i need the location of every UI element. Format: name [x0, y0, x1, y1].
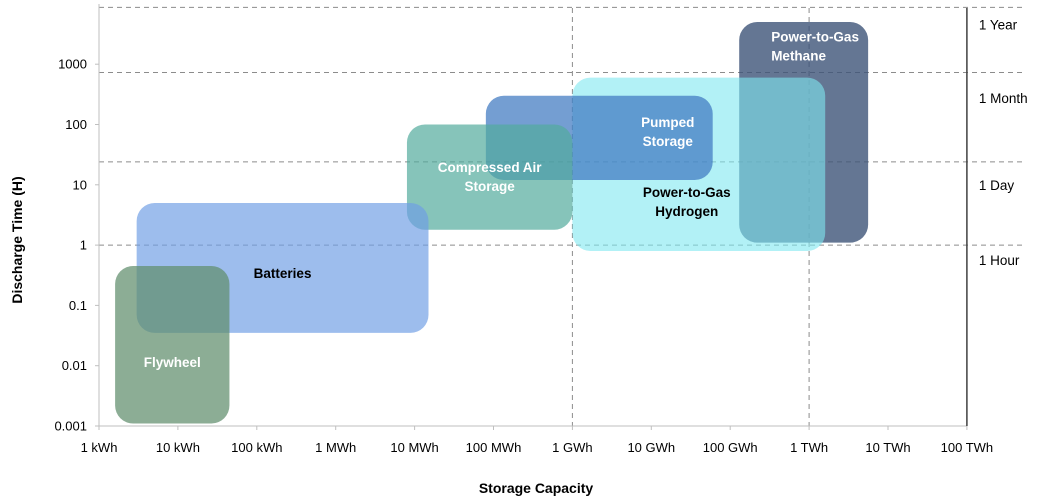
duration-label: 1 Hour — [979, 253, 1020, 268]
x-tick-label: 100 kWh — [231, 440, 282, 455]
label-power-to-gas-hydrogen: Power-to-Gas Hydrogen — [643, 185, 731, 219]
y-axis-title: Discharge Time (H) — [9, 176, 25, 303]
axes: 0.001 0.01 0.1 1 10 100 1000 1 kWh 10 kWh 100 kWh… — [54, 4, 1028, 455]
label-pumped-storage: Pumped Storage — [641, 115, 694, 149]
x-tick-label: 100 MWh — [466, 440, 522, 455]
x-tick-label: 1 kWh — [81, 440, 118, 455]
x-tick-label: 10 kWh — [156, 440, 200, 455]
x-tick-label: 1 GWh — [552, 440, 592, 455]
x-tick-label: 1 TWh — [790, 440, 828, 455]
technology-boxes — [115, 22, 869, 424]
duration-label: 1 Month — [979, 91, 1028, 106]
y-tick-label: 0.01 — [62, 358, 87, 373]
y-tick-label: 0.001 — [54, 419, 87, 434]
label-flywheel: Flywheel — [144, 355, 201, 370]
x-tick-label: 100 TWh — [941, 440, 994, 455]
duration-label: 1 Year — [979, 17, 1018, 32]
box-compressed-air-storage — [406, 124, 573, 230]
label-compressed-air-storage: Compressed Air Storage — [438, 160, 543, 194]
y-tick-label: 1000 — [58, 57, 87, 72]
y-tick-label: 1 — [80, 238, 87, 253]
box-labels: Power-to-Gas Methane Power-to-Gas Hydrogen P… — [144, 30, 859, 370]
x-axis-title: Storage Capacity — [479, 480, 594, 496]
box-flywheel — [115, 266, 230, 424]
x-tick-label: 10 GWh — [627, 440, 675, 455]
y-tick-label: 0.1 — [69, 298, 87, 313]
x-tick-label: 10 MWh — [390, 440, 438, 455]
x-tick-label: 100 GWh — [703, 440, 758, 455]
x-tick-label: 1 MWh — [315, 440, 356, 455]
x-tick-label: 10 TWh — [865, 440, 910, 455]
y-tick-label: 100 — [65, 117, 87, 132]
label-batteries: Batteries — [254, 266, 312, 281]
label-power-to-gas-methane: Power-to-Gas Methane — [771, 30, 859, 64]
y-tick-label: 10 — [73, 177, 87, 192]
duration-label: 1 Day — [979, 178, 1015, 193]
